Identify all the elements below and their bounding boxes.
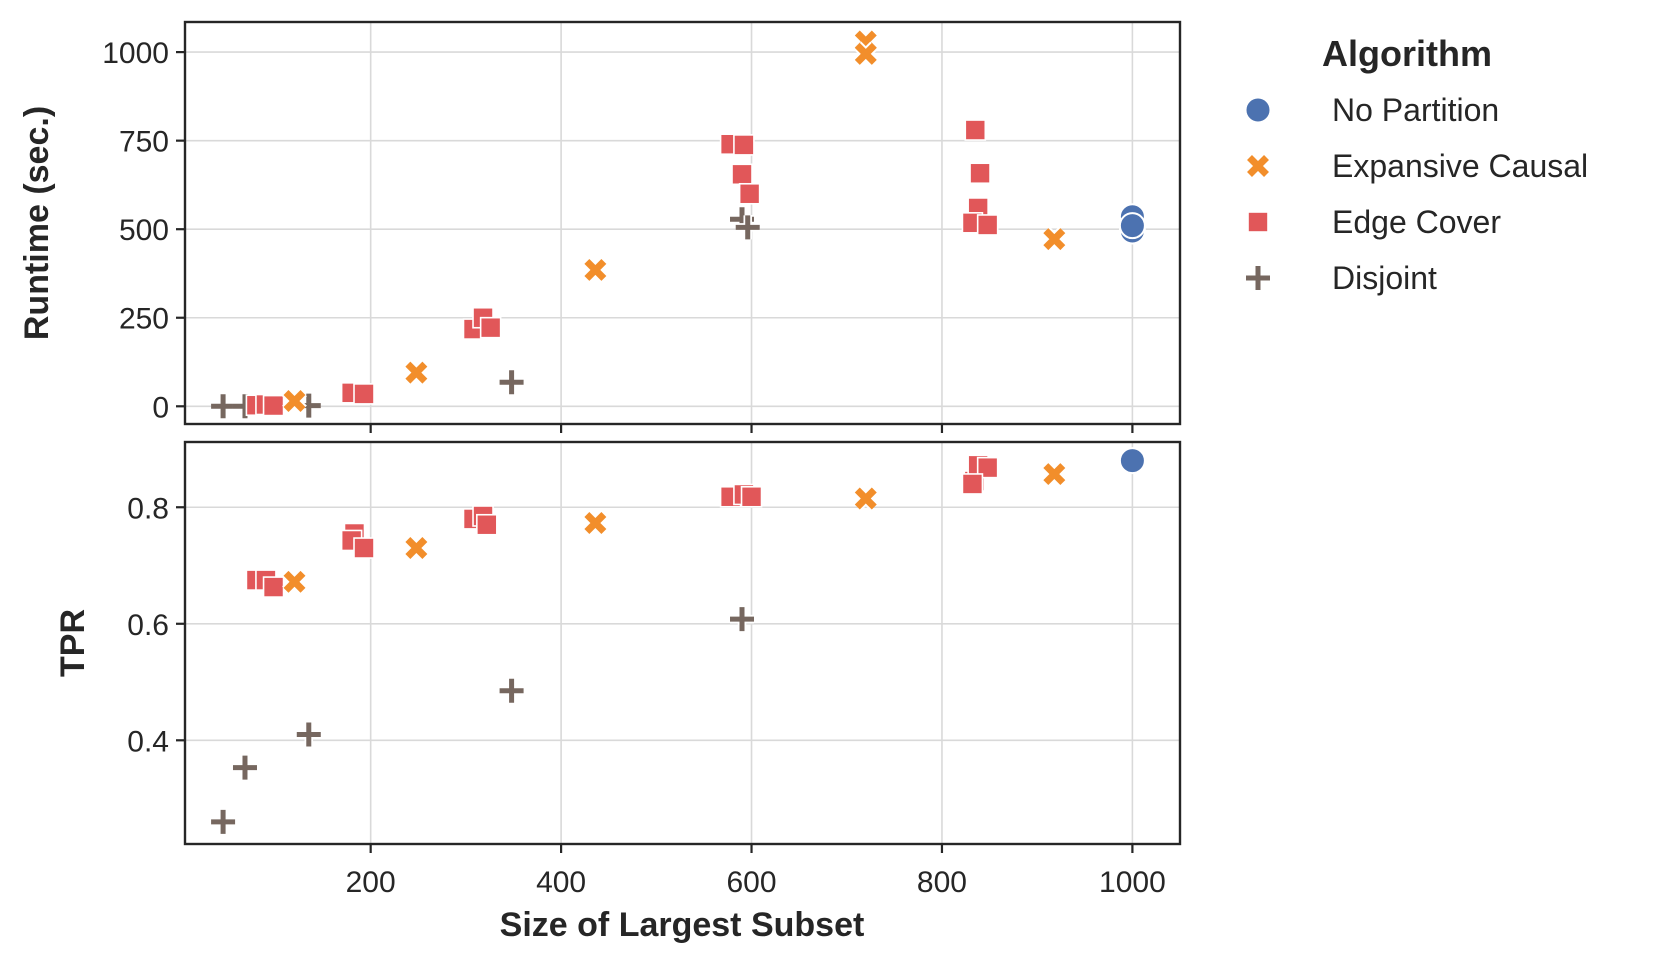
bot-point-edge-cover bbox=[976, 456, 999, 479]
bot-x-tick-label: 1000 bbox=[1099, 866, 1166, 899]
bot-point-disjoint bbox=[232, 755, 257, 780]
bot-x-tick-label: 600 bbox=[726, 866, 776, 899]
bot-point-expansive-causal bbox=[853, 486, 879, 511]
top-point-no-partition bbox=[1118, 212, 1146, 240]
top-point-edge-cover bbox=[964, 119, 987, 141]
x-axis-title: Size of Largest Subset bbox=[500, 906, 865, 944]
top-y-tick-label: 0 bbox=[152, 391, 169, 424]
top-point-edge-cover bbox=[976, 214, 999, 236]
runtime-y-axis-title: Runtime (sec.) bbox=[18, 106, 56, 340]
bot-y-tick-label: 0.6 bbox=[127, 609, 169, 642]
runtime-ticks: 0 250 500 750 1000 bbox=[102, 37, 1134, 433]
top-y-tick-label: 750 bbox=[119, 126, 169, 159]
legend-label-no-partition: No Partition bbox=[1332, 92, 1499, 128]
bot-point-expansive-causal bbox=[1041, 461, 1067, 487]
tpr-gridlines bbox=[185, 442, 1180, 844]
tpr-y-axis-title: TPR bbox=[54, 609, 92, 677]
top-point-disjoint bbox=[735, 215, 760, 240]
bot-point-edge-cover bbox=[262, 576, 285, 598]
bot-x-tick-label: 400 bbox=[536, 866, 586, 899]
bot-point-disjoint bbox=[211, 809, 236, 834]
top-point-disjoint bbox=[499, 370, 524, 395]
bot-point-no-partition bbox=[1118, 447, 1146, 475]
legend-label-expansive-causal: Expansive Causal bbox=[1332, 148, 1588, 184]
tpr-panel: 200 400 600 800 1000 0.4 0.6 0.8 TPR Size of La… bbox=[54, 440, 1182, 944]
runtime-plot-frame bbox=[183, 20, 1182, 426]
legend-marker-edge-cover bbox=[1247, 211, 1269, 233]
legend-marker-no-partition bbox=[1244, 96, 1272, 124]
top-point-edge-cover bbox=[479, 316, 502, 339]
top-point-disjoint bbox=[211, 394, 236, 419]
top-y-tick-label: 250 bbox=[119, 303, 169, 336]
runtime-gridlines bbox=[185, 22, 1180, 424]
bot-point-edge-cover bbox=[740, 485, 763, 508]
bot-x-tick-label: 800 bbox=[917, 866, 967, 899]
bot-point-edge-cover bbox=[476, 513, 498, 536]
bot-point-disjoint bbox=[499, 678, 524, 703]
top-point-edge-cover bbox=[731, 163, 753, 186]
legend: Algorithm No Partition Expansive Causal Ed… bbox=[1244, 33, 1588, 296]
legend-items: No Partition Expansive Causal Edge Cover Di… bbox=[1244, 92, 1588, 296]
bot-y-tick-label: 0.8 bbox=[127, 492, 169, 525]
top-point-expansive-causal bbox=[582, 257, 608, 283]
bot-point-expansive-causal bbox=[403, 535, 429, 561]
bot-point-expansive-causal bbox=[582, 510, 608, 536]
legend-marker-expansive-causal bbox=[1245, 153, 1271, 179]
bot-point-edge-cover bbox=[961, 473, 984, 495]
runtime-panel: 0 250 500 750 1000 Runtime (sec.) bbox=[18, 20, 1182, 433]
top-point-edge-cover bbox=[353, 383, 375, 405]
top-y-tick-label: 1000 bbox=[102, 37, 169, 70]
tpr-plot-frame bbox=[183, 440, 1182, 846]
bot-point-expansive-causal bbox=[282, 569, 307, 595]
tpr-points bbox=[211, 447, 1146, 834]
top-point-expansive-causal bbox=[403, 360, 429, 386]
top-point-expansive-causal bbox=[1041, 226, 1067, 252]
runtime-points bbox=[211, 29, 1146, 419]
bot-x-tick-label: 200 bbox=[346, 866, 396, 899]
top-point-edge-cover bbox=[262, 394, 285, 417]
bot-y-tick-label: 0.4 bbox=[127, 725, 169, 758]
top-y-tick-label: 500 bbox=[119, 214, 169, 247]
bot-point-edge-cover bbox=[353, 537, 375, 559]
legend-label-edge-cover: Edge Cover bbox=[1332, 204, 1501, 240]
top-point-edge-cover bbox=[733, 134, 755, 156]
top-point-edge-cover bbox=[738, 182, 761, 205]
legend-title: Algorithm bbox=[1322, 33, 1492, 74]
bot-point-disjoint bbox=[296, 722, 321, 747]
top-point-edge-cover bbox=[969, 162, 991, 185]
legend-label-disjoint: Disjoint bbox=[1332, 260, 1437, 296]
bot-point-disjoint bbox=[730, 607, 755, 632]
top-point-expansive-causal bbox=[853, 41, 879, 67]
legend-marker-disjoint bbox=[1246, 266, 1270, 290]
tpr-ticks: 200 400 600 800 1000 0.4 0.6 0.8 bbox=[127, 492, 1165, 899]
top-point-expansive-causal bbox=[282, 388, 307, 414]
